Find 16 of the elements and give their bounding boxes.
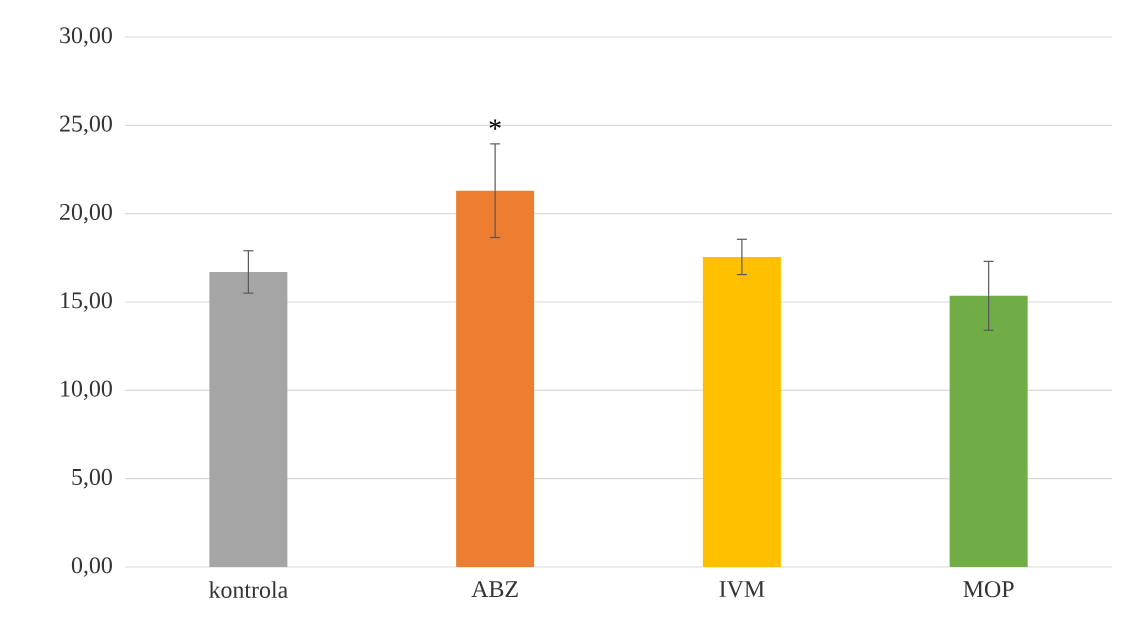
y-tick-label: 20,00	[60, 203, 112, 224]
y-tick-label: 10,00	[61, 380, 112, 401]
annotation: *	[489, 119, 501, 130]
x-tick-label: MOP	[963, 581, 1014, 598]
bar	[702, 256, 781, 567]
y-tick-label: 15,00	[61, 292, 112, 312]
x-tick-label: kontrola	[208, 581, 288, 598]
y-tick-label: 5,00	[72, 468, 112, 489]
bar	[456, 190, 535, 567]
bar	[209, 271, 288, 567]
y-tick-label: 30,00	[60, 27, 112, 47]
x-tick-label: ABZ	[471, 581, 518, 598]
bar	[949, 295, 1028, 567]
y-tick-label: 0,00	[71, 557, 112, 577]
x-tick-label: IVM	[719, 581, 765, 598]
y-tick-label: 25,00	[60, 115, 112, 136]
